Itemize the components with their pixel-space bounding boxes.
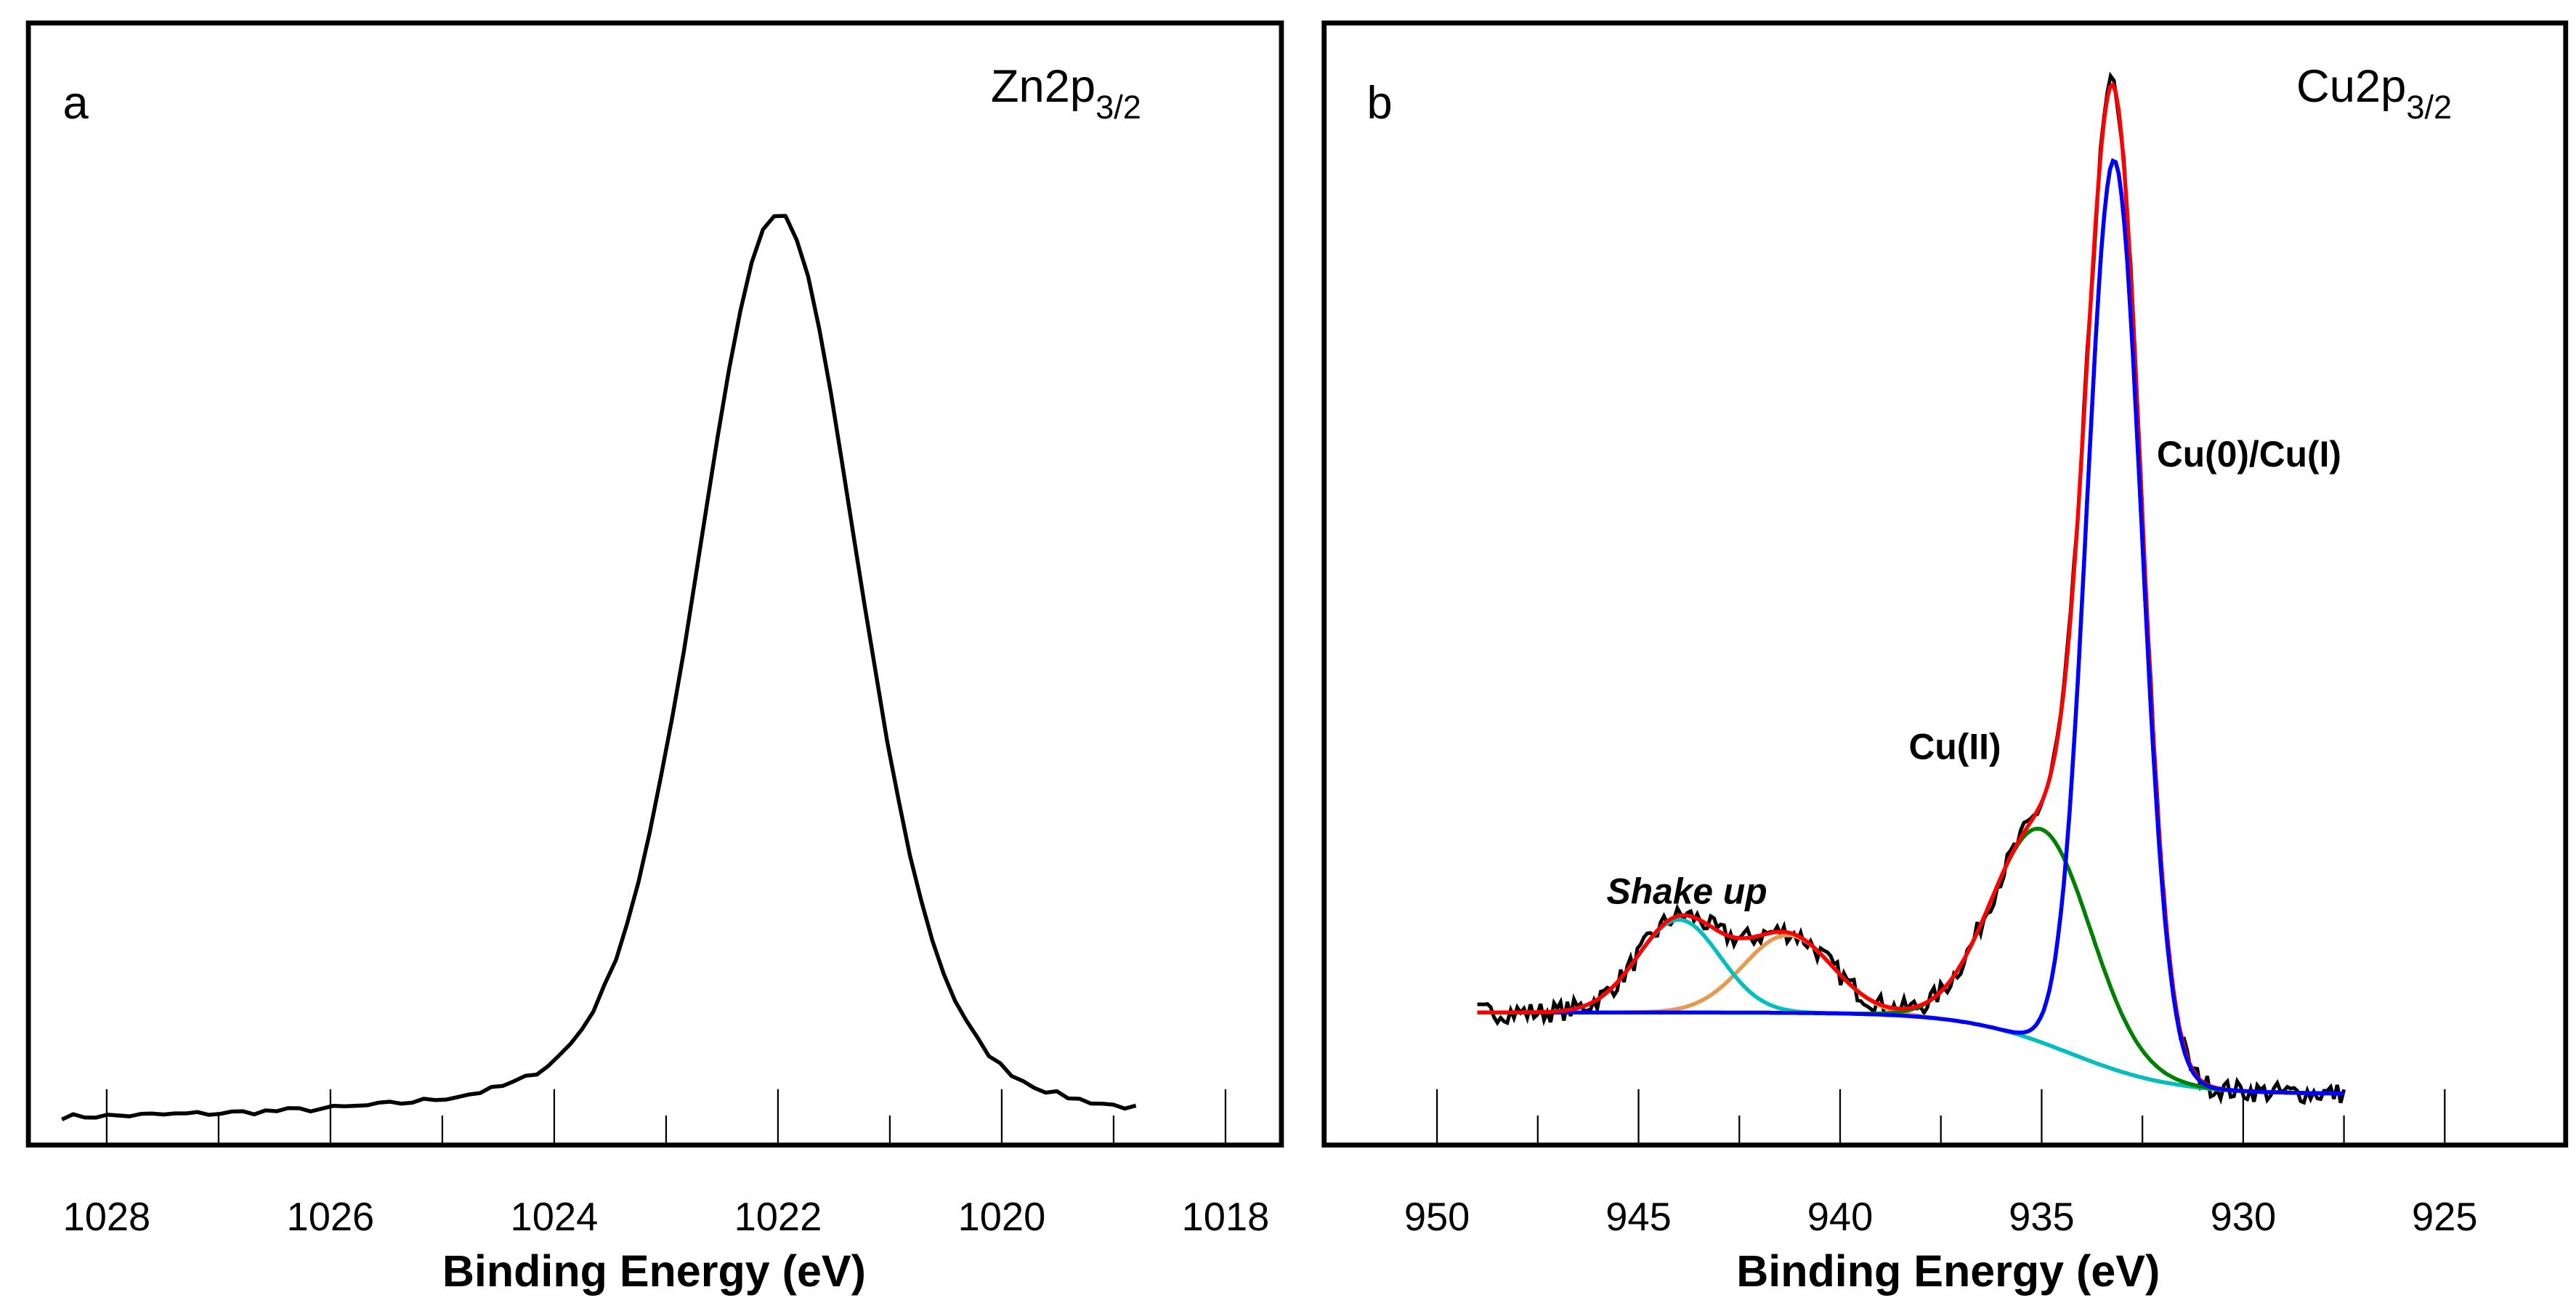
annotation-cu2: Cu(II) <box>1909 726 2001 767</box>
panel-a-title: Zn2p3/2 <box>991 61 1141 126</box>
panel-a-frame <box>25 20 1284 1148</box>
panel-b-x-ticks: 950 945 940 935 930 925 <box>1404 1089 2478 1239</box>
panel-b-title-sub: 3/2 <box>2406 89 2452 126</box>
annotation-shake-up: Shake up <box>1607 871 1767 911</box>
annotation-cu0-cu1: Cu(0)/Cu(I) <box>2157 434 2341 475</box>
panel-b-x-axis-title: Binding Energy (eV) <box>1736 1246 2160 1296</box>
panel-a-curves <box>61 214 1137 1121</box>
series-line-zn2p <box>61 214 1137 1121</box>
panel-a-title-sub: 3/2 <box>1095 89 1141 126</box>
panel-b-title-main: Cu2p <box>2296 61 2406 112</box>
panel-a-title-main: Zn2p <box>991 61 1095 112</box>
panel-b: b Cu2p3/2 950 945 940 935 930 925 Cu(0)/Cu(I)… <box>1321 20 2569 1296</box>
x-tick-label: 925 <box>2412 1195 2478 1239</box>
series-line-envelope <box>1477 81 2344 1096</box>
series-line-cu0-cu1-overlay <box>2002 158 2344 1096</box>
x-tick-label: 1018 <box>1182 1195 1270 1239</box>
series-line-cu-0-cu-i- <box>1477 158 2344 1096</box>
panel-a-x-ticks: 1028 1026 1024 1022 1020 1018 <box>63 1089 1270 1239</box>
panel-b-curves <box>1477 71 2346 1105</box>
x-tick-label: 950 <box>1404 1195 1470 1239</box>
panel-a-label: a <box>63 78 89 129</box>
x-tick-label: 935 <box>2009 1195 2075 1239</box>
x-tick-label: 1024 <box>511 1195 599 1239</box>
x-tick-label: 1022 <box>734 1195 822 1239</box>
series-line-cu-ii- <box>1477 826 2344 1096</box>
x-tick-label: 945 <box>1605 1195 1672 1239</box>
panel-b-title: Cu2p3/2 <box>2296 61 2452 126</box>
x-tick-label: 1026 <box>287 1195 375 1239</box>
series-line-raw-data <box>1477 71 2346 1105</box>
panel-b-label: b <box>1367 78 1393 129</box>
x-tick-label: 930 <box>2211 1195 2277 1239</box>
x-tick-label: 1020 <box>958 1195 1046 1239</box>
panel-a-x-axis-title: Binding Energy (eV) <box>442 1246 866 1296</box>
x-tick-label: 940 <box>1807 1195 1874 1239</box>
x-tick-label: 1028 <box>63 1195 151 1239</box>
panel-a: a Zn2p3/2 1028 1026 1024 1022 1020 1018 Bindi… <box>25 20 1284 1296</box>
panel-b-frame <box>1321 20 2569 1148</box>
